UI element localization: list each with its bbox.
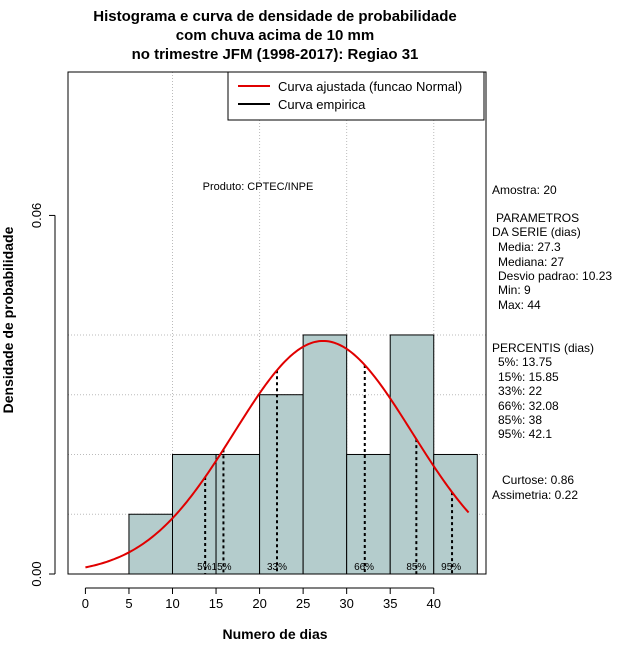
histogram-bar [346,453,391,575]
stat-assimetria: Assimetria: 0.22 [492,488,578,502]
stat-mediana: Mediana: 27 [498,255,564,269]
stat-min: Min: 9 [498,283,531,297]
y-axis-label: Densidade de probabilidade [0,226,16,413]
x-tick-label: 40 [427,596,441,611]
chart-title-line3: no trimestre JFM (1998-2017): Regiao 31 [132,46,419,63]
chart-title-line1: Histograma e curva de densidade de proba… [93,8,456,25]
stats-panel: Amostra: 20 PARAMETROS DA SERIE (dias) M… [492,183,612,502]
y-tick-label: 0.00 [29,561,44,586]
stat-p5: 5%: 13.75 [498,355,552,369]
histogram-bar [215,453,261,575]
percentile-labels: 5%15% 33% 66% 85% 95% [197,562,461,573]
legend-label-empirical: Curva empirica [278,97,366,112]
stat-p85: 85%: 38 [498,413,542,427]
product-annotation: Produto: CPTEC/INPE [203,181,314,193]
stat-p66: 66%: 32.08 [498,399,559,413]
normal-curve [85,339,470,569]
percentile-label: 66% [354,562,374,573]
stat-max: Max: 44 [498,298,541,312]
histogram-bars [128,334,478,575]
x-axis: 0 5 10 15 20 25 30 35 40 [82,587,441,611]
stat-curtose: Curtose: 0.86 [502,473,574,487]
histogram-bar [433,453,478,575]
legend-label-normal: Curva ajustada (funcao Normal) [278,79,462,94]
percentile-label: 85% [406,562,426,573]
stat-p95: 95%: 42.1 [498,427,552,441]
x-tick-label: 5 [125,596,132,611]
histogram-bar [302,334,348,575]
chart-title-line2: com chuva acima de 10 mm [176,27,374,44]
percentile-label: 5%15% [197,562,232,573]
x-tick-label: 35 [383,596,397,611]
x-tick-label: 20 [252,596,266,611]
x-tick-label: 25 [296,596,310,611]
x-tick-label: 10 [165,596,179,611]
stat-p15: 15%: 15.85 [498,370,559,384]
stat-media: Media: 27.3 [498,240,561,254]
x-tick-label: 15 [209,596,223,611]
percentile-label: 95% [441,562,461,573]
legend: Curva ajustada (funcao Normal) Curva emp… [227,71,485,121]
x-tick-label: 30 [339,596,353,611]
x-tick-label: 0 [82,596,89,611]
stat-perc-title: PERCENTIS (dias) [492,341,594,355]
stat-p33: 33%: 22 [498,384,542,398]
histogram-bar [259,394,304,575]
y-axis: 0.00 0.06 [29,203,56,587]
x-axis-label: Numero de dias [222,626,327,642]
stat-desvio: Desvio padrao: 10.23 [498,269,612,283]
percentile-label: 33% [267,562,287,573]
stat-param-title1: PARAMETROS [496,211,579,225]
y-tick-label: 0.06 [29,203,44,228]
stat-param-title2: DA SERIE (dias) [492,225,581,239]
stat-amostra: Amostra: 20 [492,183,557,197]
histogram-bar [128,513,173,575]
legend-box [227,71,485,121]
